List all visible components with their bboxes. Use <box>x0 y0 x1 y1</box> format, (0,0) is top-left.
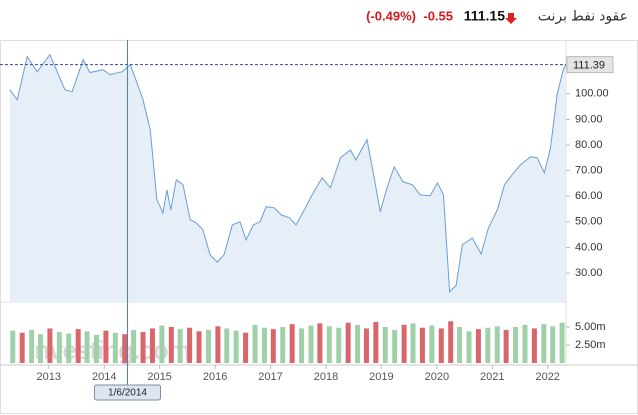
y-tick-label: 100.00 <box>575 88 609 100</box>
crosshair-box <box>94 384 162 401</box>
volume-bar <box>503 329 509 363</box>
price: 111.15 <box>464 8 505 24</box>
volume-bar <box>37 334 43 363</box>
change-percent: (-0.49%) <box>366 8 416 23</box>
y-tick-label: 90.00 <box>575 113 603 125</box>
volume-bar <box>401 324 407 363</box>
x-tick-label: 2013 <box>37 371 61 383</box>
area-fill <box>10 54 566 302</box>
volume-bar <box>261 327 267 363</box>
volume-bar <box>112 332 118 363</box>
y-tick-label: 40.00 <box>575 241 603 253</box>
volume-bar <box>187 327 193 363</box>
x-tick-label: 2015 <box>147 371 171 383</box>
x-tick-label: 2014 <box>92 371 116 383</box>
volume-bar <box>280 327 286 363</box>
volume-bar <box>410 323 416 363</box>
volume-bar <box>47 328 53 363</box>
x-tick-label: 2017 <box>258 371 282 383</box>
volume-bar <box>531 328 537 363</box>
volume-bar <box>66 333 72 363</box>
volume-bar <box>392 329 398 363</box>
crosshair-label: 1/6/2014 <box>108 388 147 399</box>
change: -0.55 <box>423 8 453 23</box>
volume-bar <box>475 329 481 363</box>
volume-bar <box>438 328 444 363</box>
instrument-title: عقود نفط برنت <box>538 8 628 25</box>
volume-bar <box>419 327 425 363</box>
volume-tick-label: 5.00m <box>575 321 606 333</box>
volume-bar <box>56 332 62 363</box>
x-tick-label: 2018 <box>314 371 338 383</box>
x-tick-label: 2019 <box>369 371 393 383</box>
volume-bar <box>29 329 35 363</box>
x-tick-label: 2016 <box>203 371 227 383</box>
x-tick-label: 2022 <box>535 371 559 383</box>
volume-bar <box>429 325 435 363</box>
y-tick-label: 80.00 <box>575 139 603 151</box>
volume-bar <box>363 328 369 363</box>
volume-bar <box>252 324 258 363</box>
volume-bar <box>550 326 556 363</box>
x-tick-label: 2020 <box>425 371 449 383</box>
volume-bar <box>457 327 463 363</box>
volume-bar <box>317 323 323 363</box>
y-tick-label: 60.00 <box>575 190 603 202</box>
volume-bar <box>103 330 109 363</box>
volume-bar <box>270 329 276 363</box>
volume-bar <box>373 321 379 363</box>
volume-bar <box>494 326 500 363</box>
volume-bar <box>224 328 230 363</box>
volume-bar <box>513 327 519 363</box>
last-price-label: 111.39 <box>573 60 605 72</box>
volume-bar <box>289 324 295 363</box>
volume-bar <box>215 326 221 363</box>
volume-bar <box>541 324 547 363</box>
volume-bar <box>243 332 249 363</box>
x-tick-label: 2021 <box>480 371 504 383</box>
volume-tick-label: 2.50m <box>575 339 606 351</box>
volume-bar <box>177 329 183 363</box>
volume-bar <box>336 327 342 363</box>
volume-bar <box>326 326 332 363</box>
volume-bar <box>448 321 454 363</box>
volume-bar <box>168 327 174 363</box>
y-tick-label: 50.00 <box>575 216 603 228</box>
volume-bar <box>159 325 165 363</box>
volume-bar <box>19 332 25 363</box>
volume-bar <box>485 327 491 363</box>
volume-bar <box>299 328 305 363</box>
volume-bar <box>382 327 388 363</box>
volume-bar <box>196 331 202 363</box>
y-tick-label: 30.00 <box>575 267 603 279</box>
volume-bar <box>10 330 16 363</box>
down-arrow <box>505 13 517 24</box>
volume-bar <box>522 324 528 363</box>
volume-bar <box>122 334 128 363</box>
volume-bar <box>131 329 137 363</box>
volume-bar <box>559 322 565 363</box>
volume-bar <box>466 331 472 363</box>
plot: Investing.com5.00m2.50m30.0040.0050.0060… <box>0 40 614 401</box>
volume-bar <box>308 325 314 363</box>
volume-bar <box>75 329 81 363</box>
volume-bar <box>93 334 99 363</box>
y-tick-label: 70.00 <box>575 165 603 177</box>
volume-bar <box>355 324 361 363</box>
volume-bar <box>205 329 211 363</box>
volume-bar <box>84 331 90 363</box>
volume-bar <box>140 332 146 363</box>
last-price-box <box>566 56 614 74</box>
volume-bar <box>149 328 155 363</box>
volume-bar <box>233 330 239 363</box>
volume-bar <box>345 322 351 363</box>
